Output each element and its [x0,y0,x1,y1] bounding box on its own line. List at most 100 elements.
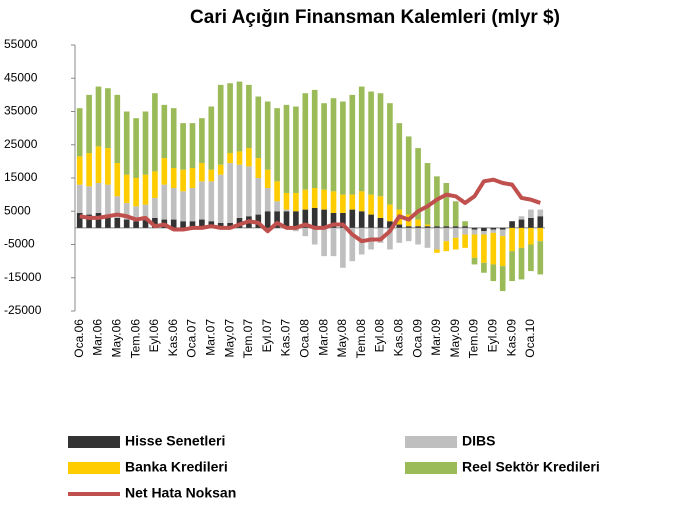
bar-segment [114,94,121,164]
bar-segment [86,94,92,154]
x-tick-label: Tem.07 [241,319,255,359]
bar-segment [161,104,168,159]
bar-segment [330,191,337,213]
x-tick-label: Kas.08 [391,319,405,357]
bar-segment [86,153,92,187]
y-tick-label: 45000 [4,70,38,84]
bar-segment [133,178,139,207]
bar-segment [443,227,450,242]
bar-segment [95,86,102,147]
bar-segment [424,227,431,248]
legend-swatch [68,436,120,448]
bar-segment [509,251,515,282]
bar-segment [387,103,393,205]
legend-label: Banka Kredileri [125,459,228,475]
bar-segment [518,219,525,228]
bar-segment [255,158,262,178]
bar-segment [95,182,102,213]
bar-segment [452,237,459,250]
bar-segment [434,227,440,250]
bar-segment [189,221,196,228]
bar-segment [396,123,403,210]
y-tick-label: 25000 [4,137,38,151]
x-tick-label: May.08 [335,319,349,358]
bar-segment [340,212,346,228]
bar-segment [349,209,356,228]
bar-segment [377,217,384,228]
bar-segment [528,209,534,218]
y-tick-label: 5000 [4,203,31,217]
bar-segment [199,219,205,228]
bar-segment [321,227,327,257]
x-tick-label: Eyl.08 [373,319,387,353]
bar-segment [123,219,130,228]
bar-segment [274,201,280,212]
bar-segment [405,227,412,242]
bar-segment [471,227,478,230]
legend-label: Hisse Senetleri [125,433,225,449]
bar-segment [152,171,158,198]
bar-segment [246,148,252,167]
bar-segment [283,192,290,210]
bar-segment [387,204,393,222]
bar-segment [76,108,83,157]
bar-segment [95,146,102,183]
y-tick-label: -5000 [4,237,35,251]
bar-segment [396,224,403,228]
bar-segment [283,211,290,228]
bar-segment [105,184,111,215]
bar-segment [490,227,497,230]
bar-segment [264,169,271,188]
bar-segment [189,187,196,222]
bar-segment [452,227,459,238]
y-tick-label: 55000 [4,37,38,51]
x-tick-label: Oca.08 [297,319,311,358]
bar-segment [528,217,534,228]
bar-segment [152,93,158,172]
bar-segment [227,153,233,164]
bar-segment [377,196,384,218]
bar-segment [311,207,318,228]
bar-segment [133,221,139,228]
bar-segment [424,226,431,228]
bar-segment [227,222,233,228]
x-tick-label: Tem.09 [467,319,481,359]
bar-segment [490,232,497,265]
bar-segment [481,231,487,235]
bar-segment [76,156,83,185]
bar-segment [208,106,215,170]
bar-segment [199,181,205,220]
bar-segment [490,264,497,282]
bar-segment [114,217,121,228]
bar-segment [105,214,111,228]
bar-segment [321,209,327,228]
bar-segment [293,106,299,193]
bar-segment [434,226,440,228]
bar-segment [170,108,177,169]
bar-segment [264,211,271,228]
bar-segment [415,219,421,227]
bar-segment [405,136,412,215]
bar-segment [537,216,544,228]
x-tick-label: May.06 [109,319,123,358]
bar-segment [189,168,196,188]
bar-segment [537,209,544,217]
bar-segment [255,96,262,159]
bar-segment [349,194,356,210]
x-tick-label: Tem.06 [128,319,142,359]
y-tick-label: -25000 [4,303,42,317]
bar-segment [424,163,431,225]
bar-segment [321,189,327,210]
bar-segment [415,226,421,228]
bar-segment [170,168,177,188]
bar-segment [180,123,186,170]
x-tick-label: Kas.06 [166,319,180,357]
bar-segment [180,191,186,222]
bar-segment [114,163,121,197]
bar-segment [86,214,92,228]
bar-segment [302,227,309,237]
bar-segment [443,182,450,227]
x-tick-label: May.09 [448,319,462,358]
bar-segment [274,211,280,228]
